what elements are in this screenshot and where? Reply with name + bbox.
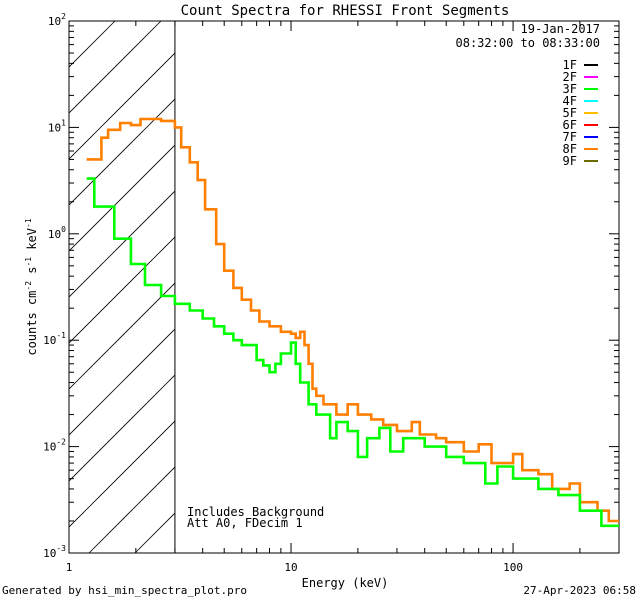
footer-generated-by: Generated by hsi_min_spectra_plot.pro	[2, 584, 248, 597]
chart-title: Count Spectra for RHESSI Front Segments	[181, 3, 510, 19]
annotation-time-range: 08:32:00 to 08:33:00	[456, 36, 601, 50]
y-tick-base: 10	[43, 547, 56, 560]
hatch-line	[69, 21, 162, 114]
footer-timestamp: 27-Apr-2023 06:58	[523, 584, 636, 597]
y-label-part-1: counts cm	[25, 291, 39, 356]
x-tick-label: 1	[66, 561, 73, 574]
annotation-attenuator: Att A0, FDecim 1	[187, 516, 303, 530]
legend-label-8F: 8F	[563, 142, 577, 156]
legend-label-3F: 3F	[563, 82, 577, 96]
hatch-line	[69, 21, 116, 68]
y-tick-exponent: -2	[56, 438, 66, 447]
y-tick-label: 10-1	[43, 331, 66, 347]
y-tick-exponent: 0	[61, 225, 66, 234]
y-tick-label: 10-2	[43, 438, 66, 454]
y-tick-exponent: -1	[56, 331, 66, 340]
hatch-line	[69, 98, 175, 206]
hatch-line	[69, 420, 175, 528]
y-tick-base: 10	[48, 15, 61, 28]
y-label-part-2: s	[25, 267, 39, 281]
legend-label-5F: 5F	[563, 106, 577, 120]
legend-label-4F: 4F	[563, 94, 577, 108]
hatch-line	[69, 21, 70, 22]
y-tick-label: 102	[48, 12, 66, 28]
legend-label-6F: 6F	[563, 118, 577, 132]
legend-label-1F: 1F	[563, 58, 577, 72]
series-group	[86, 117, 619, 528]
y-label-exp-2: -1	[24, 257, 33, 267]
y-tick-base: 10	[43, 441, 56, 454]
y-tick-base: 10	[43, 334, 56, 347]
y-label-exp-3: -1	[24, 218, 33, 228]
below-threshold-hatch	[69, 21, 175, 553]
series-3F-line	[86, 177, 619, 528]
hatch-line	[69, 52, 175, 160]
legend-label-9F: 9F	[563, 154, 577, 168]
x-tick-label: 100	[503, 561, 523, 574]
annotation-date: 19-Jan-2017	[521, 22, 600, 36]
y-axis-label: counts cm-2 s-1 keV-1	[24, 218, 39, 355]
hatch-line	[69, 374, 175, 482]
hatch-line	[69, 236, 175, 344]
y-tick-exponent: -3	[56, 544, 66, 553]
x-axis: 1 10 100	[66, 21, 620, 574]
y-tick-exponent: 2	[61, 12, 66, 21]
x-axis-label: Energy (keV)	[302, 576, 389, 590]
y-label-exp-1: -2	[24, 281, 33, 291]
legend-label-7F: 7F	[563, 130, 577, 144]
y-tick-exponent: 1	[61, 118, 66, 127]
y-tick-label: 101	[48, 118, 66, 134]
hatch-line	[69, 190, 175, 298]
y-tick-base: 10	[48, 228, 61, 241]
x-tick-label: 10	[284, 561, 297, 574]
y-tick-label: 10-3	[43, 544, 66, 560]
y-label-part-3: keV	[25, 228, 39, 257]
y-tick-label: 100	[48, 225, 66, 241]
plot-frame	[68, 20, 620, 554]
y-tick-base: 10	[48, 121, 61, 134]
series-8F-line	[86, 117, 619, 523]
hatch-line	[69, 282, 175, 390]
hatch-line	[69, 144, 175, 252]
annotation-background: Includes Background	[187, 505, 324, 519]
legend-label-2F: 2F	[563, 70, 577, 84]
